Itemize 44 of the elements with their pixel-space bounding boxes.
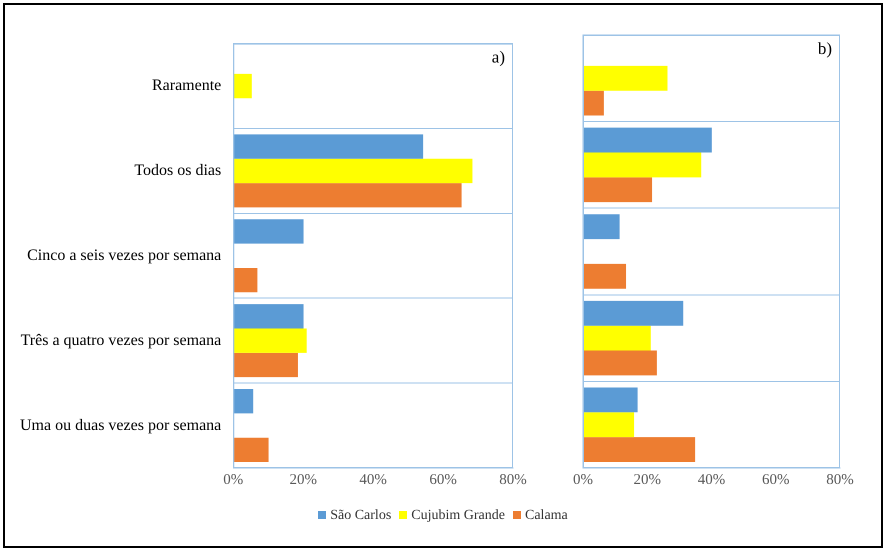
bar [582,152,702,178]
bar [233,389,254,414]
bar [233,304,304,329]
y-tick-label: Uma ou duas vezes por semana [20,416,222,434]
bar [582,90,604,116]
bar [582,128,712,152]
x-tick-label: 0% [223,472,244,488]
x-tick-label: 40% [698,472,726,488]
y-tick-label: Três a quatro vezes por semana [20,332,222,349]
bar [233,268,258,292]
annotation: b) [818,38,832,58]
bar [582,66,668,91]
bar [582,300,684,326]
legend-label: São Carlos [329,508,392,523]
x-tick-label: 0% [573,472,593,488]
y-tick-label: Raramente [152,77,222,94]
bar [582,264,626,289]
bar [233,352,298,378]
x-tick-label: 40% [359,472,387,488]
legend-label: Cujubim Grande [410,508,505,523]
y-tick-label: Todos os dias [134,162,222,180]
bar [233,183,462,208]
x-tick-label: 80% [826,472,854,488]
bar [233,328,307,353]
bar [233,219,304,244]
bar [233,158,472,184]
x-tick-label: 20% [634,472,661,488]
bar [233,438,269,462]
bar [582,177,652,202]
bar [582,214,620,240]
x-tick-label: 60% [429,472,457,488]
annotation: a) [492,48,505,67]
legend-label: Calama [524,508,568,523]
bar [582,326,651,351]
y-tick-label: Cinco a seis vezes por semana [27,247,222,264]
bar [582,437,696,462]
bar [582,412,634,438]
x-tick-label: 60% [762,472,790,488]
bar [582,350,657,376]
bar [233,134,424,159]
x-tick-label: 20% [289,472,317,488]
x-tick-label: 80% [499,472,527,488]
bar [582,387,638,412]
bar [233,74,252,98]
